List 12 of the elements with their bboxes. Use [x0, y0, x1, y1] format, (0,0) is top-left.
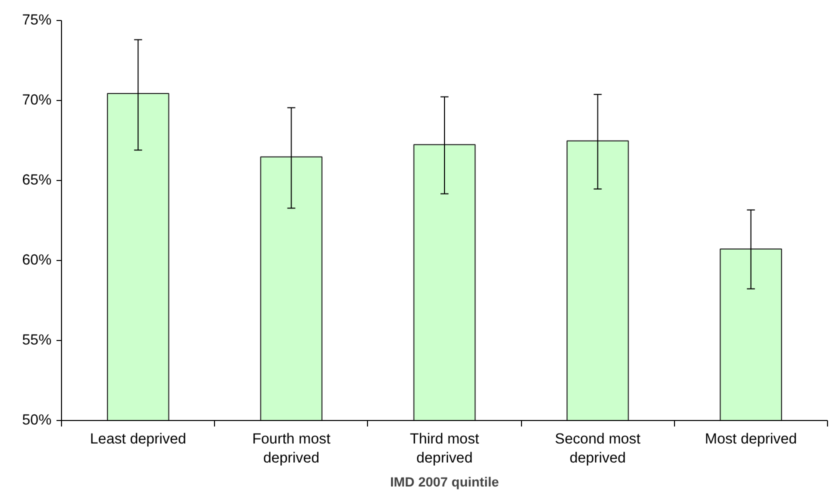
x-tick-label: Third most deprived: [410, 432, 480, 467]
y-tick-label: 60%: [22, 252, 52, 268]
x-tick-label: Second most deprived: [554, 432, 640, 467]
x-tick-label: Fourth most deprived: [252, 432, 330, 467]
y-tick-label: 65%: [22, 172, 52, 188]
y-tick-label: 55%: [22, 332, 52, 348]
y-tick-label: 70%: [22, 92, 52, 108]
y-tick-label: 50%: [22, 412, 52, 428]
x-tick-label: Least deprived: [90, 432, 186, 448]
y-tick-label: 75%: [22, 12, 52, 28]
x-axis-title: IMD 2007 quintile: [390, 474, 499, 490]
x-tick-label: Most deprived: [704, 432, 797, 448]
